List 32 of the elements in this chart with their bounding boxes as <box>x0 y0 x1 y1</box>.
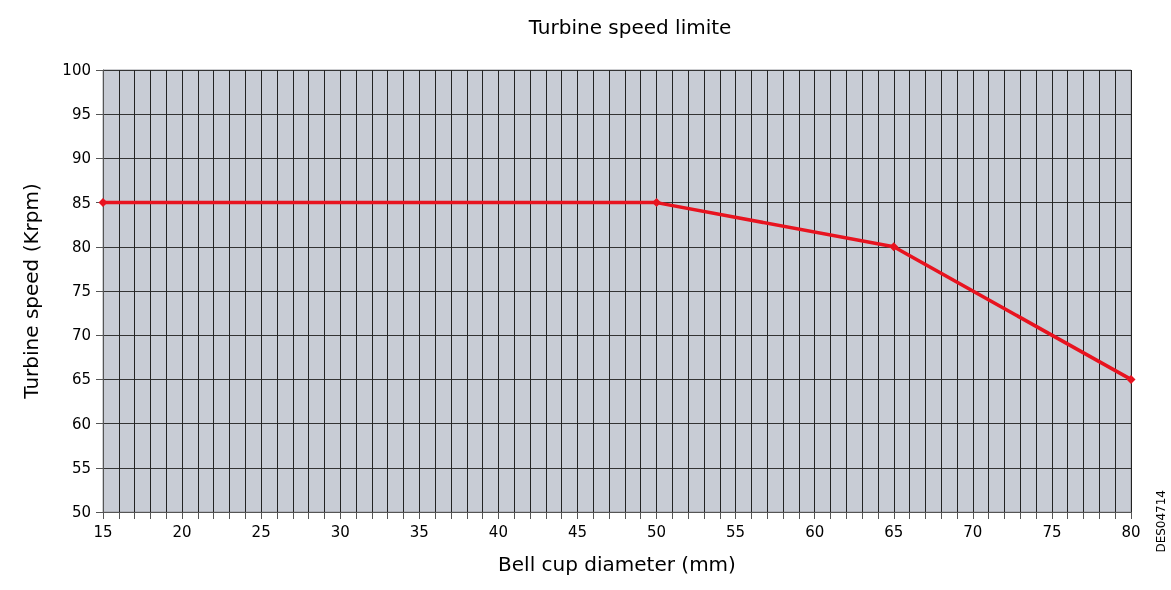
x-tick-label: 80 <box>1121 522 1141 541</box>
point <box>652 198 662 208</box>
x-axis-title: Bell cup diameter (mm) <box>498 552 736 576</box>
x-tick-label: 55 <box>726 522 746 541</box>
x-tick-label: 30 <box>330 522 350 541</box>
x-tick-label: 15 <box>93 522 113 541</box>
point <box>1126 374 1136 384</box>
text: DES04714 <box>1154 489 1168 553</box>
y-tick-label: 55 <box>71 458 91 477</box>
x-tick-label: 20 <box>172 522 192 541</box>
y-tick-label: 75 <box>71 282 91 300</box>
y-tick-label: 50 <box>71 503 91 521</box>
x-tick-label: 25 <box>251 522 271 541</box>
y-tick-label: 80 <box>71 237 91 256</box>
y-tick-label: 95 <box>71 105 91 124</box>
y-tick-label: 60 <box>71 414 91 433</box>
y-tick-label: 65 <box>71 370 91 389</box>
x-tick-label: 45 <box>567 522 588 541</box>
x-tick-label: 40 <box>488 522 508 541</box>
x-tick-label: 50 <box>646 522 667 541</box>
chart-title: Turbine speed limite <box>527 15 732 39</box>
y-tick-label: 85 <box>71 193 91 212</box>
y-tick-label: 90 <box>71 149 91 168</box>
y-tick-label: 70 <box>71 326 91 345</box>
y-tick-label: 100 <box>62 61 91 79</box>
x-tick-label: 75 <box>1042 522 1062 541</box>
x-tick-label: 60 <box>805 522 825 541</box>
x-tick-label: 35 <box>409 522 429 541</box>
x-tick-label: 70 <box>963 522 983 541</box>
x-tick-label: 65 <box>884 522 904 541</box>
point <box>889 242 899 252</box>
y-axis-title: Turbine speed (Krpm) <box>19 183 43 400</box>
